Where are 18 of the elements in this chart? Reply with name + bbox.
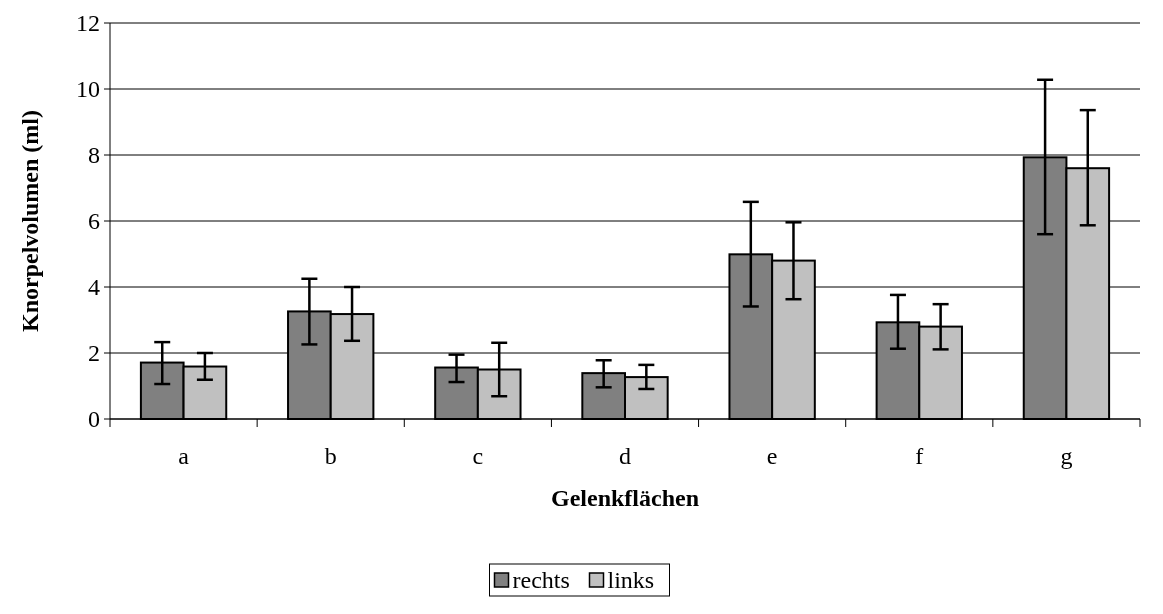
y-axis-title: Knorpelvolumen (ml) bbox=[17, 110, 43, 332]
y-tick-label: 6 bbox=[88, 208, 100, 235]
y-tick-label: 4 bbox=[88, 274, 100, 301]
x-tick-label: c bbox=[472, 443, 484, 469]
x-tick-label: g bbox=[1060, 443, 1073, 469]
x-axis-title: Gelenkflächen bbox=[551, 485, 699, 511]
x-tick-label: d bbox=[619, 443, 631, 469]
x-tick-label: f bbox=[915, 443, 924, 469]
y-tick-label: 0 bbox=[88, 406, 100, 433]
x-tick-label: b bbox=[324, 443, 337, 469]
y-tick-label: 12 bbox=[76, 10, 100, 37]
legend-label: links bbox=[607, 567, 655, 593]
y-tick-label: 10 bbox=[76, 76, 100, 103]
x-tick-label: e bbox=[766, 443, 778, 469]
y-tick-label: 8 bbox=[88, 142, 100, 169]
y-tick-label: 2 bbox=[88, 340, 100, 367]
legend-label: rechts bbox=[512, 567, 570, 593]
x-tick-label: a bbox=[178, 443, 190, 469]
